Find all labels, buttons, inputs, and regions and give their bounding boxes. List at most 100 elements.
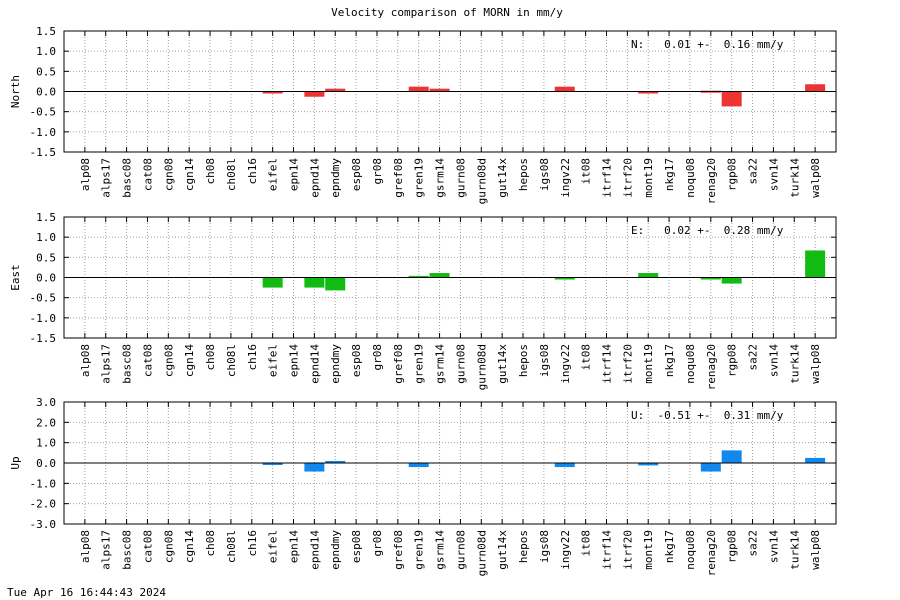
bar-ingv22 [554, 277, 575, 280]
x-tick-label: igs08 [538, 344, 551, 377]
x-tick-label: svn14 [767, 158, 780, 191]
y-axis-label: Up [9, 456, 22, 469]
x-tick-label: rgp08 [726, 344, 739, 377]
x-tick-label: rgp08 [726, 158, 739, 191]
x-tick-label: noqu08 [684, 158, 697, 198]
x-tick-label: ch08l [225, 158, 238, 191]
bar-epndmy [325, 460, 346, 463]
x-tick-label: epn14 [288, 344, 301, 377]
y-tick-label: -1.0 [30, 126, 57, 139]
x-tick-label: alp08 [79, 344, 92, 377]
bar-ingv22 [554, 86, 575, 92]
timestamp: Tue Apr 16 16:44:43 2024 [7, 586, 166, 599]
x-tick-label: gsrm14 [434, 530, 447, 570]
x-tick-label: ch16 [246, 530, 259, 557]
x-tick-label: alp08 [79, 158, 92, 191]
bar-renag20 [700, 277, 721, 280]
panel-up: 3.0 2.0 1.0 0.0 -1.0 -2.0 -3.0 alp08 alps17 basc0… [9, 396, 837, 576]
x-tick-label: epndmy [329, 344, 342, 384]
x-tick-label: it08 [580, 158, 593, 185]
panel-east: 1.5 1.0 0.5 0.0 -0.5 -1.0 -1.5 alp08 alps17 basc0… [9, 211, 837, 390]
x-tick-label: mont19 [642, 530, 655, 570]
x-tick-label: svn14 [767, 530, 780, 563]
x-tick-label: rgp08 [726, 530, 739, 563]
x-tick-label: hepos [517, 158, 530, 191]
y-axis-label: North [9, 75, 22, 108]
x-tick-label: ingv22 [559, 158, 572, 198]
x-tick-label: hepos [517, 344, 530, 377]
y-tick-label: 2.0 [36, 416, 56, 429]
bar-ingv22 [554, 463, 575, 468]
x-tick-label: esp08 [350, 158, 363, 191]
x-tick-label: renag20 [705, 158, 718, 204]
stats-annotation: U: -0.51 +- 0.31 mm/y [631, 409, 784, 422]
x-tick-label: itrf20 [621, 530, 634, 570]
y-tick-label: 1.0 [36, 45, 56, 58]
x-tick-label: itrf20 [621, 158, 634, 198]
y-tick-label: -0.5 [30, 292, 57, 305]
bar-epnd14 [304, 463, 325, 472]
x-tick-label: gref08 [392, 344, 405, 384]
bar-gsrm14 [429, 273, 450, 278]
x-tick-label: hepos [517, 530, 530, 563]
x-tick-label: epnd14 [308, 530, 321, 570]
x-tick-label: noqu08 [684, 344, 697, 384]
x-tick-label: renag20 [705, 344, 718, 390]
x-tick-label: alp08 [79, 530, 92, 563]
x-tick-label: esp08 [350, 530, 363, 563]
x-tick-label: nkg17 [663, 530, 676, 563]
plot-frame [63, 216, 837, 339]
y-tick-label: -1.0 [30, 312, 57, 325]
bar-rgp08 [721, 277, 742, 284]
x-tick-label: epndmy [329, 530, 342, 570]
x-tick-label: walp08 [809, 344, 822, 384]
bar-walp08 [805, 457, 826, 463]
y-tick-label: -2.0 [30, 498, 57, 511]
x-tick-label: ch08 [204, 158, 217, 185]
x-tick-label: itrf14 [600, 530, 613, 570]
bar-gren19 [408, 86, 429, 92]
y-tick-label: -3.0 [30, 518, 57, 531]
x-tick-label: ch08l [225, 344, 238, 377]
x-tick-label: sa22 [747, 530, 760, 557]
x-tick-label: walp08 [809, 158, 822, 198]
x-tick-label: eifel [267, 530, 280, 563]
x-tick-label: cgn08 [162, 530, 175, 563]
plot-frame [63, 401, 837, 525]
x-tick-label: epnd14 [308, 158, 321, 198]
x-tick-label: gr08 [371, 344, 384, 371]
bar-gsrm14 [429, 88, 450, 92]
x-tick-label: gref08 [392, 158, 405, 198]
bar-mont19 [638, 91, 659, 94]
x-tick-label: cgn14 [183, 158, 196, 191]
x-tick-label: svn14 [767, 344, 780, 377]
x-tick-label: gref08 [392, 530, 405, 570]
x-tick-label: ch08l [225, 530, 238, 563]
x-tick-label: epnd14 [308, 344, 321, 384]
x-tick-label: alps17 [100, 158, 113, 198]
x-tick-label: gren19 [413, 344, 426, 384]
x-tick-label: gurn08d [475, 158, 488, 204]
bar-gren19 [408, 463, 429, 468]
x-tick-label: cgn14 [183, 344, 196, 377]
bar-rgp08 [721, 450, 742, 463]
y-tick-label: 1.5 [36, 25, 56, 38]
y-tick-label: -0.5 [30, 106, 57, 119]
y-tick-label: 0.5 [36, 251, 56, 264]
x-tick-label: basc08 [121, 344, 134, 384]
y-tick-label: 0.0 [36, 86, 56, 99]
bar-walp08 [805, 84, 826, 92]
x-tick-label: gut14x [496, 344, 509, 384]
x-tick-label: epn14 [288, 530, 301, 563]
x-tick-label: gsrm14 [434, 158, 447, 198]
x-tick-label: alps17 [100, 530, 113, 570]
bar-walp08 [805, 250, 826, 278]
bar-epndmy [325, 88, 346, 92]
x-tick-label: gurn08 [454, 344, 467, 384]
y-tick-label: 1.5 [36, 211, 56, 224]
x-tick-label: ch08 [204, 530, 217, 557]
x-tick-label: ch16 [246, 158, 259, 185]
y-tick-label: 0.5 [36, 65, 56, 78]
bar-epnd14 [304, 277, 325, 288]
